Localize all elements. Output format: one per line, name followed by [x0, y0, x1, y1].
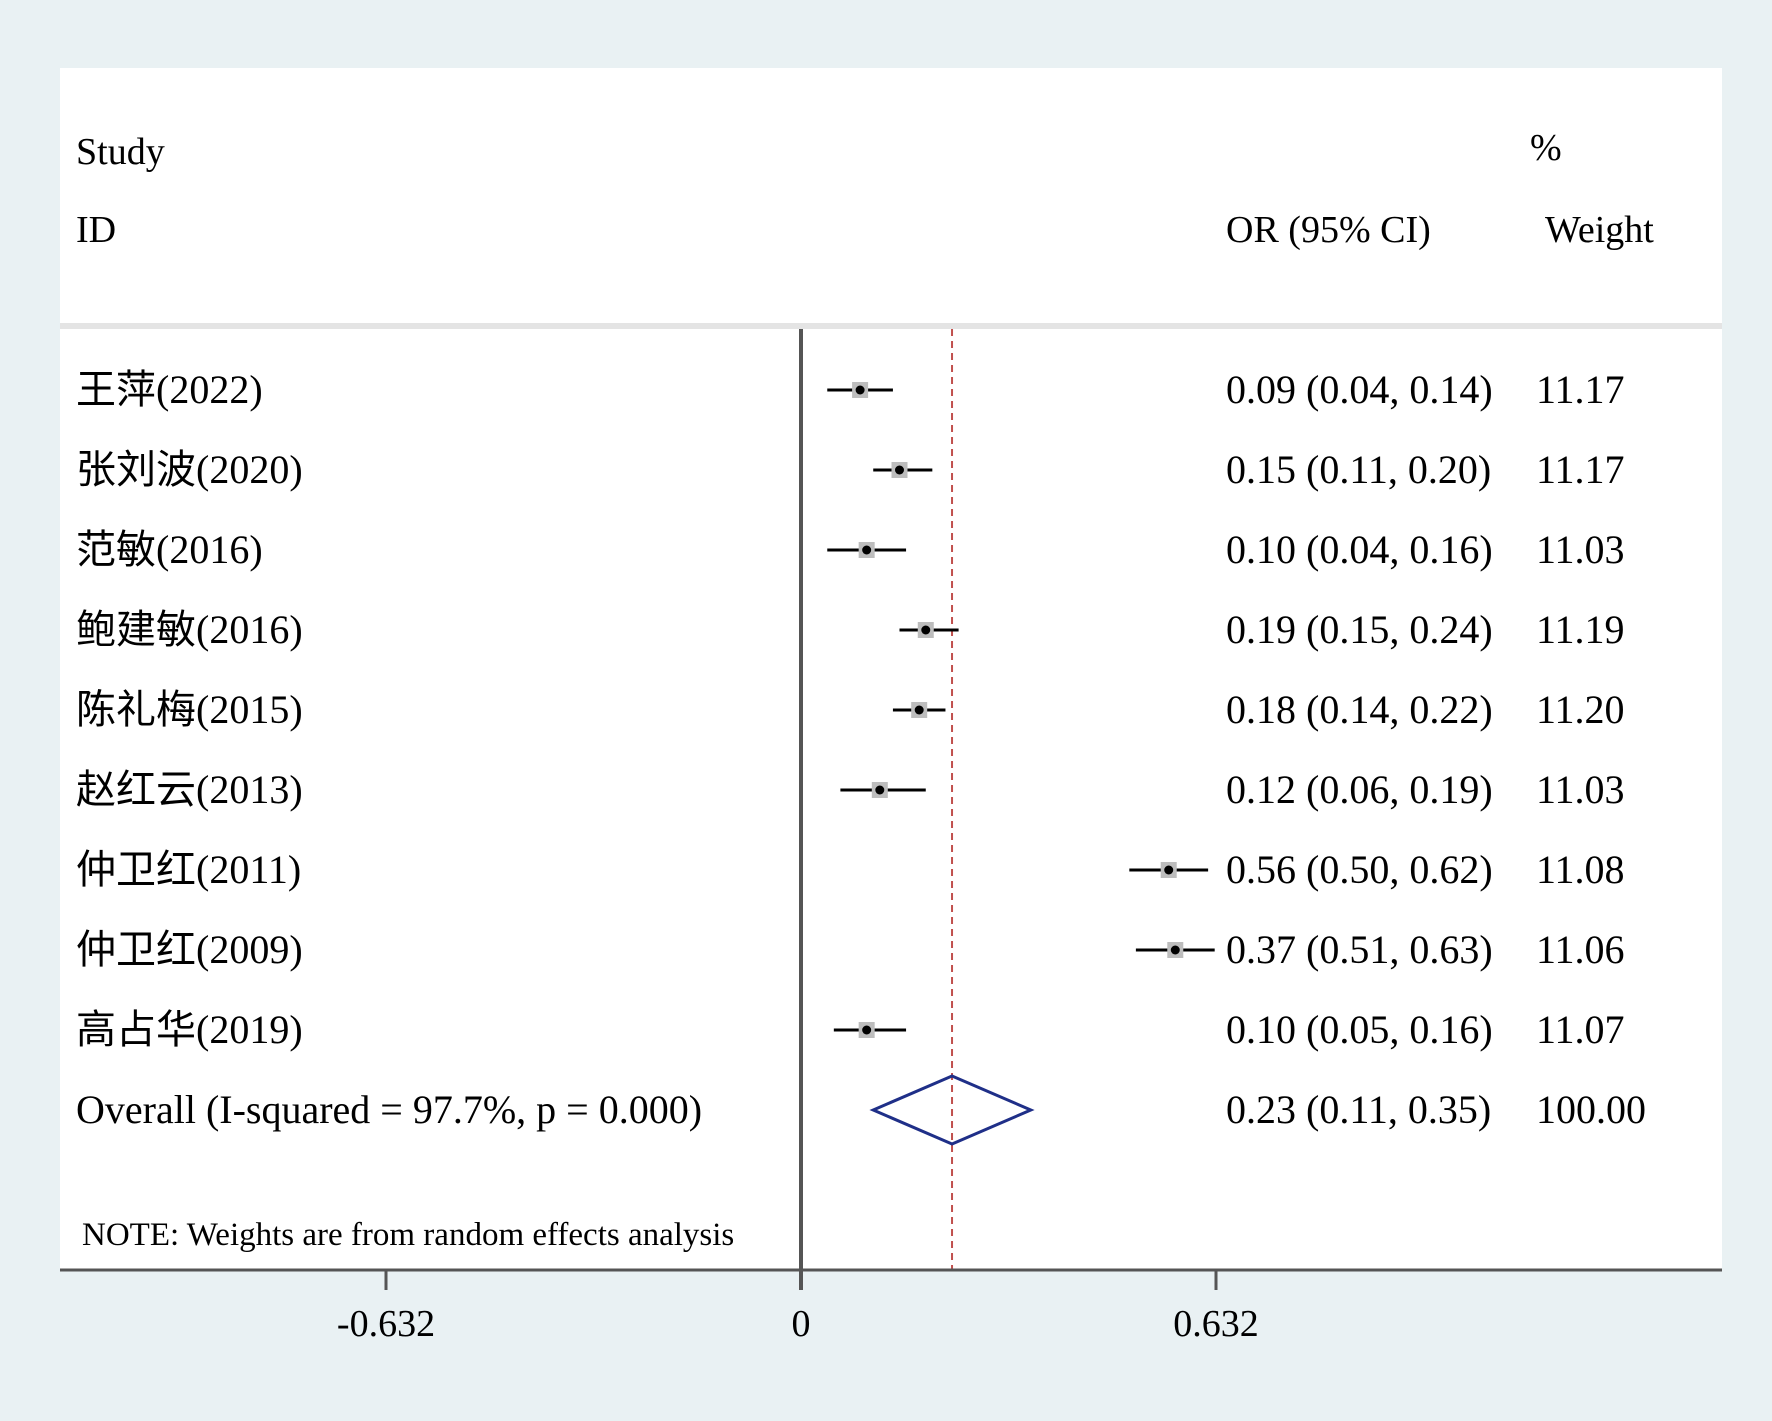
header-divider: [60, 323, 1722, 329]
study-label: 鲍建敏(2016): [76, 607, 303, 652]
study-label: 高占华(2019): [76, 1007, 303, 1052]
study-ci-text: 0.12 (0.06, 0.19): [1226, 767, 1493, 812]
overall-ci-text: 0.23 (0.11, 0.35): [1226, 1087, 1491, 1132]
header-or-ci: OR (95% CI): [1226, 209, 1431, 251]
study-point-estimate: [862, 545, 872, 555]
study-weight: 11.19: [1536, 607, 1625, 652]
study-weight: 11.07: [1536, 1007, 1625, 1052]
study-point-estimate: [894, 465, 904, 475]
study-ci-text: 0.09 (0.04, 0.14): [1226, 367, 1493, 412]
study-point-estimate: [1164, 865, 1174, 875]
plot-panel: [60, 68, 1722, 1270]
header-id: ID: [76, 209, 116, 251]
plot-marks: [799, 329, 1215, 1290]
study-point-estimate: [1170, 945, 1180, 955]
x-tick-label: 0: [792, 1303, 811, 1345]
study-ci-text: 0.56 (0.50, 0.62): [1226, 847, 1493, 892]
study-point-estimate: [914, 705, 924, 715]
study-weight: 11.20: [1536, 687, 1625, 732]
x-tick-label: 0.632: [1173, 1303, 1259, 1345]
study-label: 王萍(2022): [76, 367, 263, 412]
study-label: 仲卫红(2011): [76, 847, 301, 892]
header-weight: Weight: [1545, 209, 1654, 251]
study-weight: 11.03: [1536, 527, 1625, 572]
study-ci-text: 0.10 (0.04, 0.16): [1226, 527, 1493, 572]
study-weight: 11.03: [1536, 767, 1625, 812]
study-label: 张刘波(2020): [76, 447, 303, 492]
study-point-estimate: [875, 785, 885, 795]
study-point-estimate: [855, 385, 865, 395]
study-weight: 11.17: [1536, 447, 1625, 492]
study-weight: 11.17: [1536, 367, 1625, 412]
note-text: NOTE: Weights are from random effects an…: [82, 1217, 734, 1253]
study-point-estimate: [921, 625, 931, 635]
study-weight: 11.06: [1536, 927, 1625, 972]
study-label: 仲卫红(2009): [76, 927, 303, 972]
study-label: 陈礼梅(2015): [76, 687, 303, 732]
overall-diamond: [869, 1074, 1035, 1146]
x-axis-ticks: -0.632 0 0.632: [337, 1270, 1259, 1345]
study-ci-text: 0.19 (0.15, 0.24): [1226, 607, 1493, 652]
study-ci-text: 0.37 (0.51, 0.63): [1226, 927, 1493, 972]
x-tick-label: -0.632: [337, 1303, 435, 1345]
overall-label: Overall (I-squared = 97.7%, p = 0.000): [76, 1087, 702, 1132]
study-rows: 王萍(2022) 0.09 (0.04, 0.14) 11.17 张刘波(2020) 0…: [76, 367, 1646, 1132]
study-weight: 11.08: [1536, 847, 1625, 892]
overall-weight: 100.00: [1536, 1087, 1646, 1132]
header-percent: %: [1530, 127, 1562, 169]
study-label: 赵红云(2013): [76, 767, 303, 812]
header-study: Study: [76, 131, 165, 173]
study-point-estimate: [862, 1025, 872, 1035]
study-ci-text: 0.18 (0.14, 0.22): [1226, 687, 1493, 732]
study-label: 范敏(2016): [76, 527, 263, 572]
study-ci-text: 0.10 (0.05, 0.16): [1226, 1007, 1493, 1052]
study-ci-text: 0.15 (0.11, 0.20): [1226, 447, 1491, 492]
